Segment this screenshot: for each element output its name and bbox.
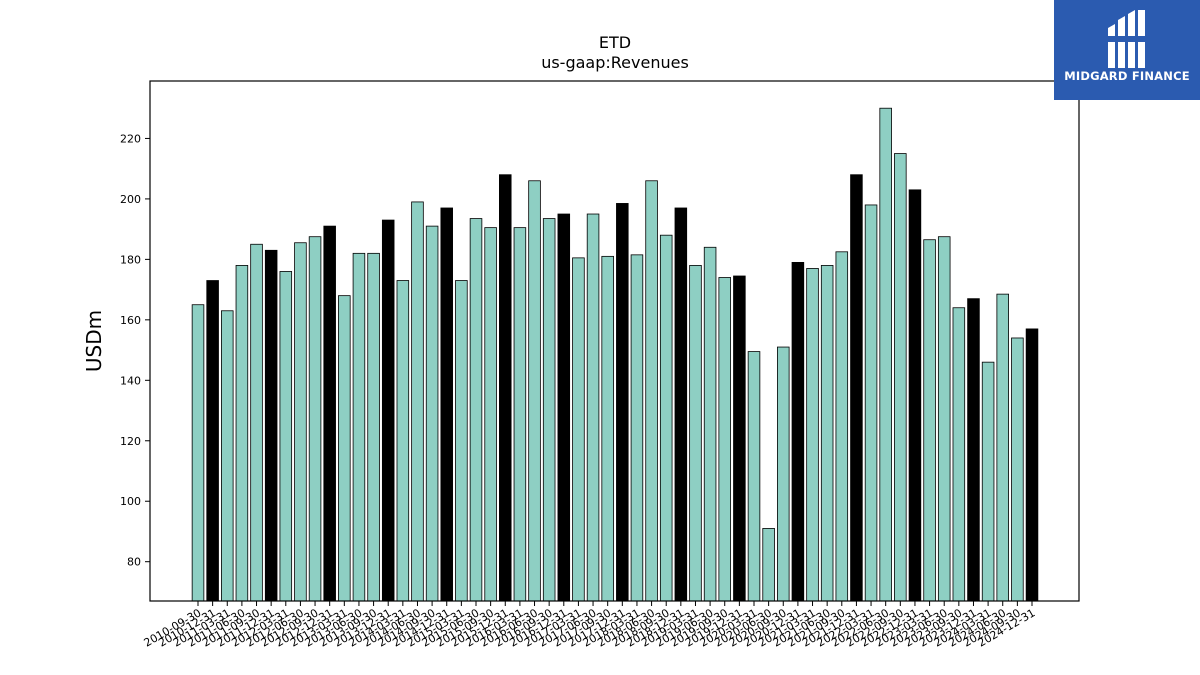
bar-2013-03-31 xyxy=(338,295,351,602)
bar-2022-03-31 xyxy=(864,204,878,602)
bar-2017-06-30 xyxy=(586,213,600,602)
bar-2021-06-30 xyxy=(820,265,834,602)
bar-2014-12-31 xyxy=(440,207,453,602)
bar-2022-06-30 xyxy=(879,107,892,602)
midgard-logo-icon xyxy=(1106,10,1147,68)
bar-2022-12-31 xyxy=(908,189,922,602)
bar-2017-09-30 xyxy=(601,255,614,602)
bar-2016-09-30 xyxy=(542,218,556,602)
bar-2020-03-31 xyxy=(747,351,761,602)
bar-2018-03-31 xyxy=(630,254,644,602)
bar-2011-12-31 xyxy=(264,249,278,602)
bar-2018-09-30 xyxy=(659,234,673,602)
x-axis: 2010-09-302010-12-312011-03-312011-06-30… xyxy=(142,601,1038,650)
bar-2019-06-30 xyxy=(703,246,717,602)
bar-2015-09-30 xyxy=(484,227,497,602)
bar-2019-12-31 xyxy=(733,275,746,602)
bar-2012-03-31 xyxy=(279,271,293,602)
bar-2010-09-30 xyxy=(191,304,205,602)
bar-2016-03-31 xyxy=(513,227,527,602)
bar-2015-06-30 xyxy=(469,218,483,602)
bar-2015-12-31 xyxy=(499,174,512,602)
chart-title: ETD xyxy=(599,33,631,52)
bar-2014-06-30 xyxy=(411,201,424,602)
bar-2017-03-31 xyxy=(572,257,585,602)
bar-2010-12-31 xyxy=(206,280,219,602)
y-tick-label: 80 xyxy=(127,556,141,569)
bar-2014-09-30 xyxy=(425,225,439,602)
bar-2013-06-30 xyxy=(352,252,366,602)
bar-2023-06-30 xyxy=(937,236,951,602)
y-tick-label: 140 xyxy=(120,374,141,387)
bar-2024-06-30 xyxy=(996,293,1009,602)
bar-2018-12-31 xyxy=(674,207,688,602)
bar-2013-12-31 xyxy=(381,219,395,602)
bar-2023-09-30 xyxy=(952,307,966,602)
bar-2011-06-30 xyxy=(235,265,249,602)
y-tick-label: 120 xyxy=(120,435,141,448)
bar-2024-09-30 xyxy=(1011,337,1024,602)
bar-2022-09-30 xyxy=(894,153,907,602)
bar-2020-06-30 xyxy=(762,528,775,602)
chart-subtitle: us-gaap:Revenues xyxy=(541,53,689,72)
bar-2012-06-30 xyxy=(294,242,307,602)
y-axis-label: USDm xyxy=(82,310,106,372)
bar-2015-03-31 xyxy=(455,280,468,602)
y-tick-label: 220 xyxy=(120,132,141,145)
bar-2013-09-30 xyxy=(367,252,380,602)
bar-2020-09-30 xyxy=(777,346,790,602)
y-tick-label: 160 xyxy=(120,314,141,327)
bar-2012-09-30 xyxy=(308,236,322,602)
bar-2023-03-31 xyxy=(923,239,936,602)
bar-2011-09-30 xyxy=(250,243,263,602)
bar-2012-12-31 xyxy=(323,225,336,602)
bar-2018-06-30 xyxy=(645,180,658,602)
bar-2023-12-31 xyxy=(967,298,980,602)
bar-2016-12-31 xyxy=(557,213,571,602)
y-tick-label: 200 xyxy=(120,193,141,206)
bar-2016-06-30 xyxy=(528,180,541,602)
y-axis: 80 100 120 140 160 180 200 220 xyxy=(120,132,150,569)
bar-2019-03-31 xyxy=(689,265,702,602)
bar-2024-03-31 xyxy=(981,361,995,602)
bars-group xyxy=(191,107,1039,602)
bar-2020-12-31 xyxy=(791,261,805,602)
brand-logo: MIDGARD FINANCE xyxy=(1054,0,1200,100)
y-tick-label: 100 xyxy=(120,495,141,508)
bar-2011-03-31 xyxy=(221,310,234,602)
brand-name: MIDGARD FINANCE xyxy=(1064,69,1190,83)
bar-2017-12-31 xyxy=(616,203,629,602)
bar-2021-03-31 xyxy=(806,268,819,602)
bar-2021-09-30 xyxy=(835,251,849,602)
y-tick-label: 180 xyxy=(120,253,141,266)
bar-2014-03-31 xyxy=(396,280,410,602)
plot-frame xyxy=(149,80,1080,602)
bar-2019-09-30 xyxy=(718,277,731,602)
bar-2024-12-31 xyxy=(1025,328,1039,602)
bar-2021-12-31 xyxy=(850,174,863,602)
